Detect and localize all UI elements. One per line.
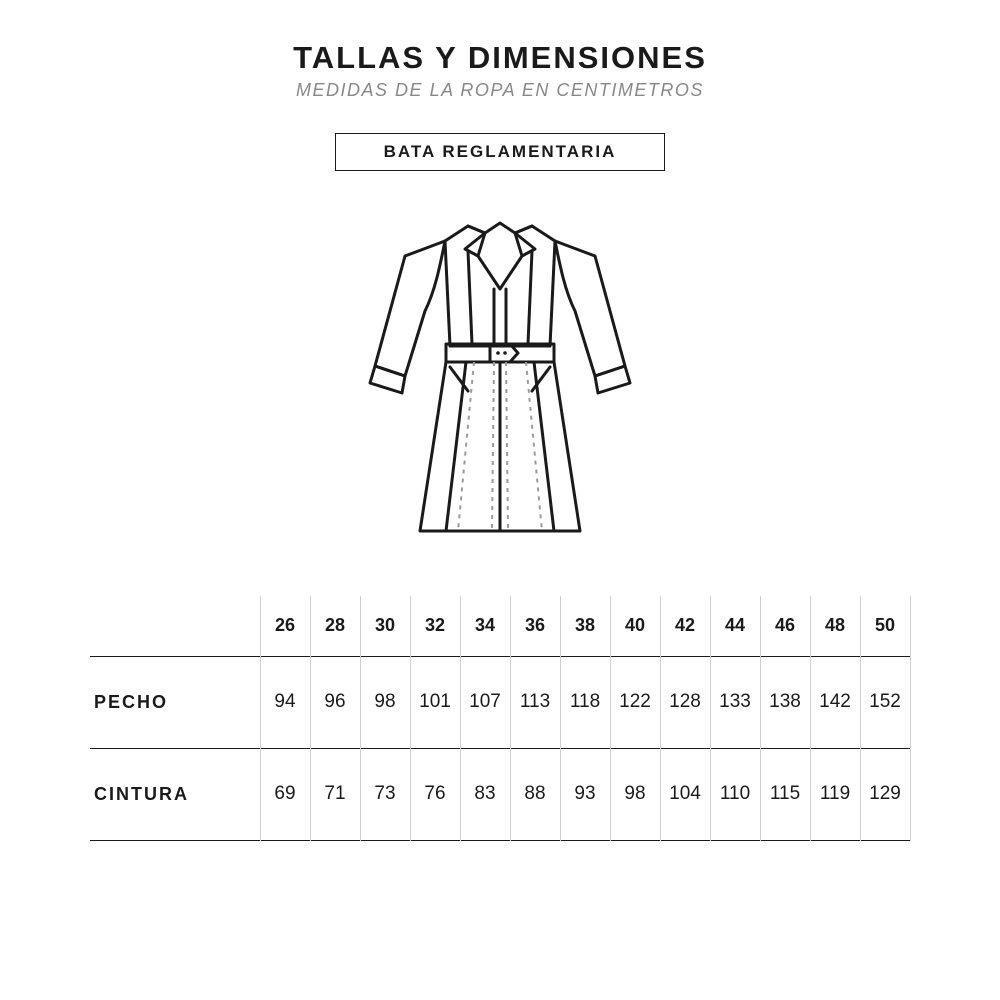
cell: 110: [710, 748, 760, 840]
cell: 133: [710, 656, 760, 748]
cell: 104: [660, 748, 710, 840]
cell: 73: [360, 748, 410, 840]
category-label: BATA REGLAMENTARIA: [335, 133, 665, 171]
cell: 83: [460, 748, 510, 840]
size-col: 42: [660, 596, 710, 656]
cell: 152: [860, 656, 910, 748]
size-col: 32: [410, 596, 460, 656]
size-table: 26 28 30 32 34 36 38 40 42 44 46 48 50: [90, 596, 911, 841]
size-col: 50: [860, 596, 910, 656]
cell: 107: [460, 656, 510, 748]
page-subtitle: MEDIDAS DE LA ROPA EN CENTIMETROS: [0, 80, 1000, 101]
cell: 113: [510, 656, 560, 748]
size-col: 46: [760, 596, 810, 656]
cell: 69: [260, 748, 310, 840]
cell: 93: [560, 748, 610, 840]
row-label: PECHO: [90, 656, 260, 748]
cell: 94: [260, 656, 310, 748]
cell: 119: [810, 748, 860, 840]
size-header-row: 26 28 30 32 34 36 38 40 42 44 46 48 50: [90, 596, 910, 656]
size-col: 26: [260, 596, 310, 656]
cell: 88: [510, 748, 560, 840]
cell: 138: [760, 656, 810, 748]
cell: 98: [360, 656, 410, 748]
table-row: CINTURA 69 71 73 76 83 88 93 98 104 110 …: [90, 748, 910, 840]
row-label: CINTURA: [90, 748, 260, 840]
size-col: 48: [810, 596, 860, 656]
cell: 118: [560, 656, 610, 748]
cell: 129: [860, 748, 910, 840]
size-col: 34: [460, 596, 510, 656]
size-col: 36: [510, 596, 560, 656]
cell: 122: [610, 656, 660, 748]
cell: 115: [760, 748, 810, 840]
size-col: 28: [310, 596, 360, 656]
cell: 71: [310, 748, 360, 840]
cell: 96: [310, 656, 360, 748]
cell: 128: [660, 656, 710, 748]
cell: 101: [410, 656, 460, 748]
size-col: 40: [610, 596, 660, 656]
page-title: TALLAS Y DIMENSIONES: [0, 40, 1000, 76]
table-row: PECHO 94 96 98 101 107 113 118 122 128 1…: [90, 656, 910, 748]
size-col: 38: [560, 596, 610, 656]
header-blank: [90, 596, 260, 656]
size-col: 30: [360, 596, 410, 656]
garment-illustration: [0, 211, 1000, 546]
cell: 76: [410, 748, 460, 840]
cell: 98: [610, 748, 660, 840]
cell: 142: [810, 656, 860, 748]
size-col: 44: [710, 596, 760, 656]
